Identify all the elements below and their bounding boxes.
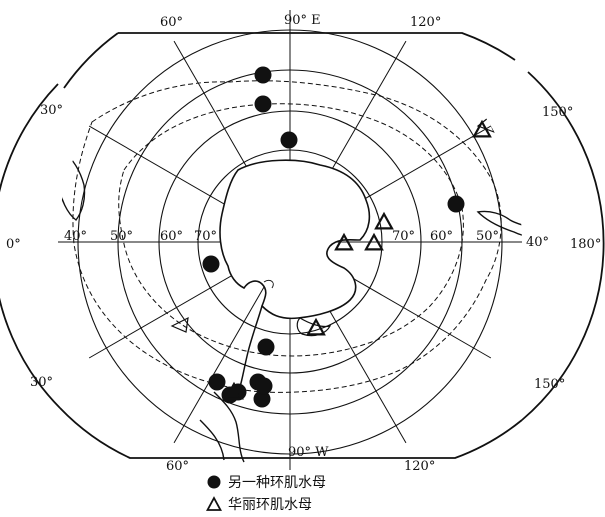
observation-markers (202, 66, 492, 408)
legend-triangle-row: 华丽环肌水母 (206, 494, 312, 514)
another-species-marker (253, 390, 271, 408)
lon-label-60e: 60° (160, 15, 183, 30)
lat-label-right-70: 70° (392, 229, 415, 244)
lon-label-30e: 30° (40, 103, 63, 118)
map-labels: 60° 90° E 120° 30° 150° 0° 180° 30° 150°… (6, 13, 601, 470)
another-species-marker (254, 95, 272, 113)
filled-circle-icon (207, 475, 221, 489)
legend-triangle-label: 华丽环肌水母 (228, 497, 312, 513)
lon-label-90e: 90° E (284, 13, 321, 28)
lon-label-120w: 120° (404, 459, 435, 470)
beautiful-species-marker (306, 317, 326, 336)
another-species-marker (447, 195, 465, 213)
another-species-marker (208, 373, 226, 391)
lon-label-180: 180° (570, 237, 601, 252)
new-zealand (476, 210, 522, 237)
lon-label-150w: 150° (534, 377, 565, 392)
lon-label-120e: 120° (410, 15, 441, 30)
map-frame (0, 32, 605, 459)
beautiful-species-marker (472, 119, 492, 138)
lat-label-left-40: 40° (64, 229, 87, 244)
antarctic-peninsula (237, 305, 263, 395)
lat-label-right-40: 40° (526, 235, 549, 250)
legend-dot-label: 另一种环肌水母 (228, 475, 326, 491)
lat-label-left-50: 50° (110, 229, 133, 244)
another-species-marker (202, 255, 220, 273)
lat-label-right-60: 60° (430, 229, 453, 244)
australia (459, 59, 522, 131)
legend-dot-row: 另一种环肌水母 (206, 472, 326, 492)
triangle-icon (206, 496, 222, 511)
beautiful-species-marker (224, 381, 244, 400)
beautiful-species-marker (374, 211, 394, 230)
antarctica-landmass (219, 159, 371, 395)
antarctic-distribution-map: 60° 90° E 120° 30° 150° 0° 180° 30° 150°… (0, 10, 605, 470)
lat-label-left-70: 70° (194, 229, 217, 244)
africa-tip (58, 149, 86, 221)
beautiful-species-marker (364, 232, 384, 251)
another-species-marker (280, 131, 298, 149)
lon-label-90w: 90° W (288, 445, 329, 460)
south-america (213, 391, 245, 463)
lat-label-right-50: 50° (476, 229, 499, 244)
another-species-marker (257, 338, 275, 356)
lon-label-150e: 150° (542, 105, 573, 120)
beautiful-species-marker (334, 232, 354, 251)
lon-label-60w: 60° (166, 459, 189, 470)
lon-label-30w: 30° (30, 375, 53, 390)
lon-label-0: 0° (6, 237, 21, 252)
another-species-marker (254, 66, 272, 84)
another-species-marker (255, 377, 273, 395)
lat-label-left-60: 60° (160, 229, 183, 244)
